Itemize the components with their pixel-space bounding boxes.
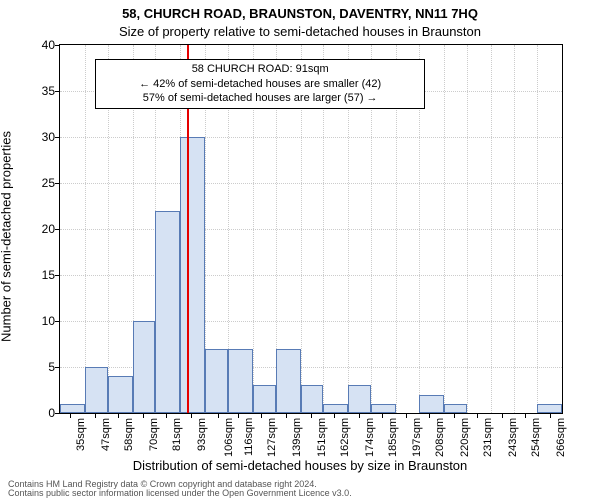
gridline-horizontal	[60, 183, 562, 184]
y-tick-label: 20	[15, 222, 55, 236]
x-tick-label: 220sqm	[459, 418, 471, 457]
x-tick-label: 47sqm	[100, 418, 112, 451]
x-tick-label: 35sqm	[75, 418, 87, 451]
histogram-bar	[155, 211, 180, 413]
gridline-vertical	[491, 45, 492, 413]
x-tick-mark	[143, 414, 144, 418]
x-tick-mark	[218, 414, 219, 418]
y-tick-mark	[55, 275, 59, 276]
x-tick-label: 208sqm	[434, 418, 446, 457]
annotation-line3: 57% of semi-detached houses are larger (…	[102, 91, 418, 106]
x-tick-label: 243sqm	[507, 418, 519, 457]
x-tick-label: 139sqm	[291, 418, 303, 457]
y-tick-label: 25	[15, 176, 55, 190]
y-tick-mark	[55, 91, 59, 92]
gridline-vertical	[467, 45, 468, 413]
y-tick-mark	[55, 183, 59, 184]
gridline-vertical	[444, 45, 445, 413]
x-tick-label: 174sqm	[364, 418, 376, 457]
annotation-line2: ← 42% of semi-detached houses are smalle…	[102, 77, 418, 92]
y-tick-label: 35	[15, 84, 55, 98]
histogram-bar	[180, 137, 205, 413]
y-tick-mark	[55, 367, 59, 368]
y-tick-label: 5	[15, 360, 55, 374]
x-tick-mark	[95, 414, 96, 418]
histogram-bar	[276, 349, 301, 413]
attribution-footer: Contains HM Land Registry data © Crown c…	[8, 480, 352, 498]
histogram-bar	[371, 404, 396, 413]
x-tick-label: 185sqm	[387, 418, 399, 457]
x-tick-mark	[261, 414, 262, 418]
y-tick-mark	[55, 229, 59, 230]
x-axis-label: Distribution of semi-detached houses by …	[0, 458, 600, 473]
histogram-bar	[323, 404, 348, 413]
y-tick-mark	[55, 137, 59, 138]
histogram-bar	[85, 367, 108, 413]
chart-container: 58, CHURCH ROAD, BRAUNSTON, DAVENTRY, NN…	[0, 0, 600, 500]
y-tick-label: 0	[15, 406, 55, 420]
annotation-box: 58 CHURCH ROAD: 91sqm ← 42% of semi-deta…	[95, 59, 425, 110]
histogram-bar	[419, 395, 444, 413]
x-tick-label: 197sqm	[411, 418, 423, 457]
x-tick-label: 58sqm	[123, 418, 135, 451]
x-tick-mark	[550, 414, 551, 418]
x-tick-mark	[382, 414, 383, 418]
y-tick-mark	[55, 321, 59, 322]
histogram-bar	[228, 349, 253, 413]
x-tick-mark	[311, 414, 312, 418]
x-tick-mark	[406, 414, 407, 418]
y-tick-mark	[55, 413, 59, 414]
y-tick-label: 40	[15, 38, 55, 52]
y-tick-label: 15	[15, 268, 55, 282]
gridline-vertical	[514, 45, 515, 413]
x-tick-mark	[359, 414, 360, 418]
gridline-horizontal	[60, 275, 562, 276]
x-tick-mark	[334, 414, 335, 418]
y-tick-label: 30	[15, 130, 55, 144]
histogram-bar	[537, 404, 562, 413]
x-tick-mark	[166, 414, 167, 418]
x-tick-label: 106sqm	[223, 418, 235, 457]
x-tick-mark	[70, 414, 71, 418]
chart-subtitle: Size of property relative to semi-detach…	[0, 24, 600, 39]
x-tick-mark	[502, 414, 503, 418]
histogram-bar	[301, 385, 324, 413]
x-tick-label: 116sqm	[243, 418, 255, 456]
histogram-bar	[444, 404, 467, 413]
x-tick-mark	[525, 414, 526, 418]
x-tick-mark	[191, 414, 192, 418]
x-tick-mark	[477, 414, 478, 418]
x-tick-label: 93sqm	[196, 418, 208, 451]
histogram-bar	[60, 404, 85, 413]
x-tick-label: 266sqm	[555, 418, 567, 457]
x-tick-label: 231sqm	[482, 418, 494, 457]
x-tick-mark	[118, 414, 119, 418]
histogram-bar	[133, 321, 156, 413]
gridline-vertical	[85, 45, 86, 413]
y-tick-label: 10	[15, 314, 55, 328]
histogram-bar	[348, 385, 371, 413]
annotation-line1: 58 CHURCH ROAD: 91sqm	[102, 62, 418, 77]
histogram-bar	[108, 376, 133, 413]
plot-area: 58 CHURCH ROAD: 91sqm ← 42% of semi-deta…	[59, 44, 563, 414]
x-tick-mark	[238, 414, 239, 418]
histogram-bar	[205, 349, 228, 413]
x-tick-label: 127sqm	[266, 418, 278, 457]
x-tick-label: 70sqm	[148, 418, 160, 451]
x-tick-mark	[286, 414, 287, 418]
x-tick-mark	[454, 414, 455, 418]
gridline-horizontal	[60, 137, 562, 138]
x-tick-label: 254sqm	[530, 418, 542, 457]
x-tick-label: 162sqm	[339, 418, 351, 457]
x-tick-mark	[429, 414, 430, 418]
histogram-bar	[253, 385, 276, 413]
chart-title-address: 58, CHURCH ROAD, BRAUNSTON, DAVENTRY, NN…	[0, 6, 600, 21]
y-tick-mark	[55, 45, 59, 46]
gridline-vertical	[537, 45, 538, 413]
x-tick-label: 151sqm	[316, 418, 328, 457]
y-axis-label: Number of semi-detached properties	[0, 131, 14, 342]
x-tick-label: 81sqm	[171, 418, 183, 451]
gridline-horizontal	[60, 229, 562, 230]
